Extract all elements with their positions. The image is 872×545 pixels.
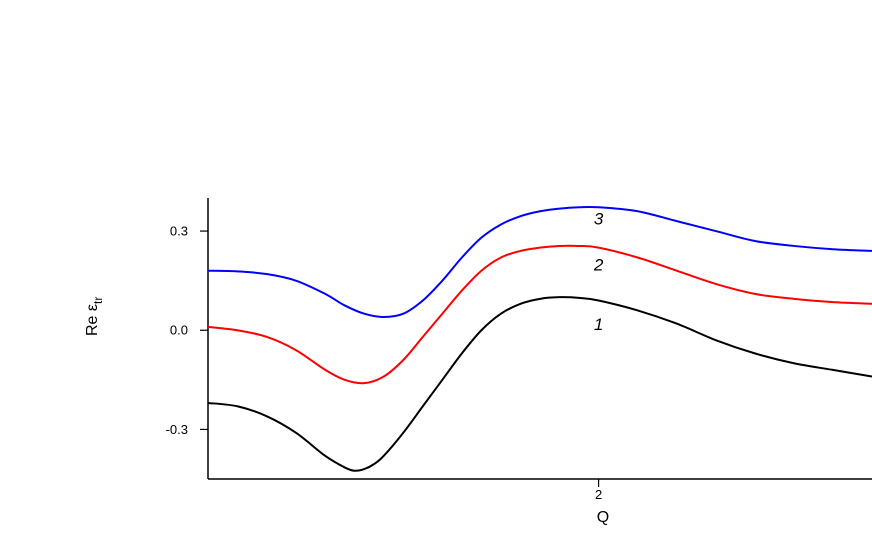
ticks: 0.3 0.0 -0.3 2 [166,224,603,502]
y-axis-title-main: Re ε [84,304,101,336]
x-tick-label: 2 [595,487,602,502]
series-line-2 [207,244,872,385]
curve-labels: 1 2 3 [593,209,604,334]
y-tick-label: -0.3 [166,422,188,437]
y-axis-title-subscript: tr [91,297,105,304]
curve-label-3: 3 [594,209,604,228]
series [207,205,872,472]
y-tick-label: 0.3 [170,224,188,239]
series-line-1 [207,296,872,472]
series-line-3 [207,205,872,319]
y-tick-label: 0.0 [170,323,188,338]
y-axis-title: Re εtr [84,297,105,336]
axes [207,198,872,480]
curve-label-2: 2 [593,256,604,275]
y-axis-title-group: Re εtr [84,297,105,336]
x-axis-title: Q [597,509,609,526]
curve-label-1: 1 [594,315,603,334]
